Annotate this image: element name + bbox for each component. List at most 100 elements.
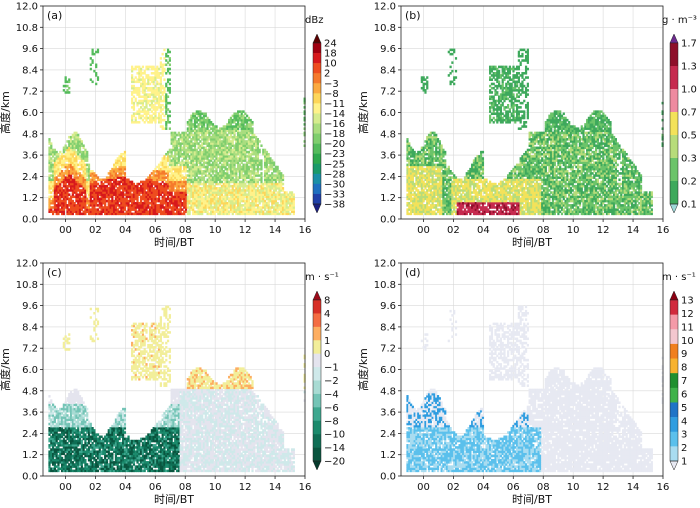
heatmap-cell bbox=[77, 189, 80, 192]
heatmap-cell bbox=[134, 89, 137, 92]
heatmap-cell bbox=[73, 172, 76, 175]
heatmap-cell bbox=[123, 176, 127, 179]
heatmap-cell bbox=[80, 201, 83, 205]
heatmap-cell bbox=[159, 182, 162, 186]
heatmap-cell bbox=[276, 165, 279, 169]
heatmap-cell bbox=[73, 178, 76, 182]
heatmap-cell bbox=[116, 212, 119, 216]
heatmap-cell bbox=[143, 197, 146, 201]
heatmap-cell bbox=[159, 106, 162, 109]
heatmap-cell bbox=[170, 140, 173, 143]
heatmap-cell bbox=[78, 212, 82, 216]
heatmap-cell bbox=[141, 103, 145, 107]
heatmap-cell bbox=[154, 204, 157, 207]
heatmap-cell bbox=[75, 157, 78, 160]
heatmap-cell bbox=[51, 199, 55, 203]
heatmap-cell bbox=[114, 191, 118, 194]
heatmap-cell bbox=[68, 161, 71, 165]
heatmap-cell bbox=[60, 208, 64, 211]
heatmap-cell bbox=[161, 184, 164, 188]
heatmap-cell bbox=[113, 163, 116, 167]
heatmap-cell bbox=[113, 170, 116, 173]
heatmap-cell bbox=[157, 86, 161, 90]
heatmap-cell bbox=[163, 163, 166, 167]
heatmap-cell bbox=[174, 165, 177, 169]
heatmap-cell bbox=[132, 184, 136, 188]
heatmap-cell bbox=[165, 103, 168, 107]
heatmap-cell bbox=[116, 210, 119, 214]
heatmap-cell bbox=[51, 189, 55, 192]
heatmap-cell bbox=[66, 208, 69, 211]
heatmap-cell bbox=[73, 150, 76, 154]
heatmap-cell bbox=[64, 163, 67, 167]
heatmap-cell bbox=[122, 170, 125, 173]
heatmap-cell bbox=[71, 191, 74, 194]
heatmap-cell bbox=[131, 69, 134, 73]
heatmap-cell bbox=[141, 89, 145, 92]
heatmap-cell bbox=[69, 199, 73, 203]
heatmap-cell bbox=[59, 163, 62, 167]
heatmap-cell bbox=[116, 187, 119, 190]
heatmap-cell bbox=[51, 178, 55, 182]
heatmap-cell bbox=[71, 148, 74, 152]
heatmap-cell bbox=[168, 204, 171, 207]
heatmap-cell bbox=[168, 72, 171, 75]
heatmap-cell bbox=[60, 212, 64, 216]
heatmap-cell bbox=[165, 52, 168, 56]
heatmap-cell bbox=[152, 108, 155, 111]
heatmap-cell bbox=[69, 146, 73, 150]
heatmap-cell bbox=[147, 95, 150, 98]
heatmap-cell bbox=[59, 208, 62, 211]
heatmap-cell bbox=[152, 78, 155, 81]
heatmap-cell bbox=[48, 150, 51, 154]
heatmap-cell bbox=[132, 86, 136, 90]
heatmap-cell bbox=[159, 163, 162, 167]
heatmap-cell bbox=[174, 142, 177, 145]
heatmap-cell bbox=[86, 189, 89, 192]
heatmap-cell bbox=[123, 197, 127, 201]
heatmap-cell bbox=[64, 204, 67, 207]
heatmap-cell bbox=[165, 182, 168, 186]
heatmap-cell bbox=[111, 201, 114, 205]
heatmap-cell bbox=[50, 148, 53, 152]
heatmap-cell bbox=[172, 159, 175, 162]
heatmap-cell bbox=[102, 184, 105, 188]
heatmap-cell bbox=[109, 191, 112, 194]
heatmap-cell bbox=[75, 199, 78, 203]
heatmap-cell bbox=[147, 89, 150, 92]
heatmap-cell bbox=[136, 86, 139, 90]
heatmap-cell bbox=[91, 187, 94, 190]
heatmap-cell bbox=[134, 97, 137, 101]
heatmap-cell bbox=[109, 208, 112, 211]
heatmap-cell bbox=[161, 72, 164, 75]
heatmap-cell bbox=[154, 210, 157, 214]
heatmap-cell bbox=[170, 210, 173, 214]
heatmap-cell bbox=[87, 204, 91, 207]
heatmap-cell bbox=[71, 140, 74, 143]
heatmap-cell bbox=[78, 176, 82, 179]
heatmap-cell bbox=[138, 204, 141, 207]
heatmap-cell bbox=[104, 201, 107, 205]
heatmap-cell bbox=[114, 212, 118, 216]
heatmap-cell bbox=[109, 170, 112, 173]
heatmap-cell bbox=[48, 201, 51, 205]
heatmap-cell bbox=[156, 189, 159, 192]
heatmap-cell bbox=[95, 184, 98, 188]
heatmap-cell bbox=[71, 133, 74, 137]
heatmap-cell bbox=[145, 101, 148, 105]
heatmap-cell bbox=[60, 206, 64, 209]
heatmap-cell bbox=[80, 144, 83, 147]
heatmap-cell bbox=[170, 197, 173, 201]
heatmap-cell bbox=[122, 195, 125, 199]
heatmap-cell bbox=[159, 201, 162, 205]
heatmap-cell bbox=[166, 54, 170, 58]
heatmap-cell bbox=[163, 210, 166, 214]
heatmap-cell bbox=[53, 210, 56, 214]
heatmap-cell bbox=[170, 135, 173, 139]
heatmap-cell bbox=[107, 199, 110, 203]
heatmap-cell bbox=[134, 195, 137, 199]
heatmap-cell bbox=[125, 184, 128, 188]
heatmap-cell bbox=[77, 208, 80, 211]
heatmap-cell bbox=[147, 74, 150, 77]
heatmap-cell bbox=[172, 208, 175, 211]
